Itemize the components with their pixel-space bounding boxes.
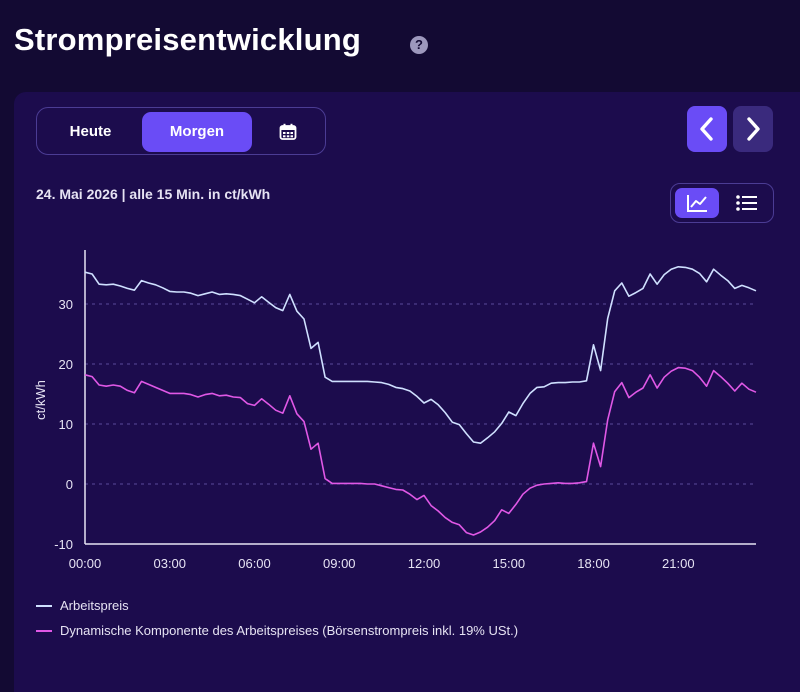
previous-day-button[interactable] bbox=[687, 106, 727, 152]
x-tick-label: 18:00 bbox=[577, 556, 610, 571]
list-view-button[interactable] bbox=[725, 188, 769, 218]
chart-axes: -10 0 10 20 30 00:00 03:00 06:00 09:00 12:00 15:00… bbox=[33, 250, 756, 571]
legend-item-dynamische-komponente[interactable]: Dynamische Komponente des Arbeitspreises… bbox=[36, 623, 518, 638]
legend-item-arbeitspreis[interactable]: Arbeitspreis bbox=[36, 598, 129, 613]
chart-grid bbox=[85, 303, 756, 545]
x-tick-label: 15:00 bbox=[493, 556, 526, 571]
line-chart-icon bbox=[687, 195, 707, 212]
tab-heute[interactable]: Heute bbox=[69, 123, 112, 140]
legend-swatch bbox=[36, 604, 52, 607]
x-tick-label: 21:00 bbox=[662, 556, 695, 571]
y-tick-label: 20 bbox=[59, 357, 73, 372]
question-circle-icon[interactable]: ? bbox=[410, 36, 428, 54]
legend-label: Arbeitspreis bbox=[60, 598, 129, 613]
next-day-button[interactable] bbox=[733, 106, 773, 152]
tab-morgen[interactable]: Morgen bbox=[142, 112, 252, 152]
series-line-arbeitspreis bbox=[84, 266, 757, 445]
legend-label: Dynamische Komponente des Arbeitspreises… bbox=[60, 623, 519, 638]
chart-subtitle: 24. Mai 2026 | alle 15 Min. in ct/kWh bbox=[36, 186, 271, 202]
chart-series bbox=[84, 266, 757, 536]
y-tick-label: -10 bbox=[54, 537, 73, 552]
x-tick-label: 06:00 bbox=[238, 556, 271, 571]
y-tick-label: 0 bbox=[66, 477, 73, 492]
series-line-dynamische-komponente bbox=[84, 366, 757, 536]
price-card: Heute Morgen 24. Mai 2026 | a bbox=[14, 92, 800, 692]
page-title: Strompreisentwicklung bbox=[14, 22, 361, 57]
chart-view-button[interactable] bbox=[675, 188, 719, 218]
calendar-icon bbox=[279, 123, 297, 140]
calendar-button[interactable] bbox=[255, 112, 321, 152]
price-chart: -10 0 10 20 30 00:00 03:00 06:00 09:00 12:00 15:00… bbox=[33, 250, 757, 571]
legend-swatch bbox=[36, 629, 52, 632]
x-tick-label: 03:00 bbox=[153, 556, 186, 571]
y-tick-label: 30 bbox=[59, 297, 73, 312]
day-selector: Heute Morgen bbox=[36, 107, 326, 155]
x-tick-label: 12:00 bbox=[408, 556, 441, 571]
y-tick-label: 10 bbox=[59, 417, 73, 432]
list-icon bbox=[736, 195, 757, 211]
chevron-left-icon bbox=[700, 117, 713, 141]
view-toggle bbox=[670, 183, 774, 223]
y-axis-label: ct/kWh bbox=[33, 380, 48, 420]
x-tick-label: 09:00 bbox=[323, 556, 356, 571]
chevron-right-icon bbox=[747, 117, 760, 141]
x-tick-label: 00:00 bbox=[69, 556, 102, 571]
